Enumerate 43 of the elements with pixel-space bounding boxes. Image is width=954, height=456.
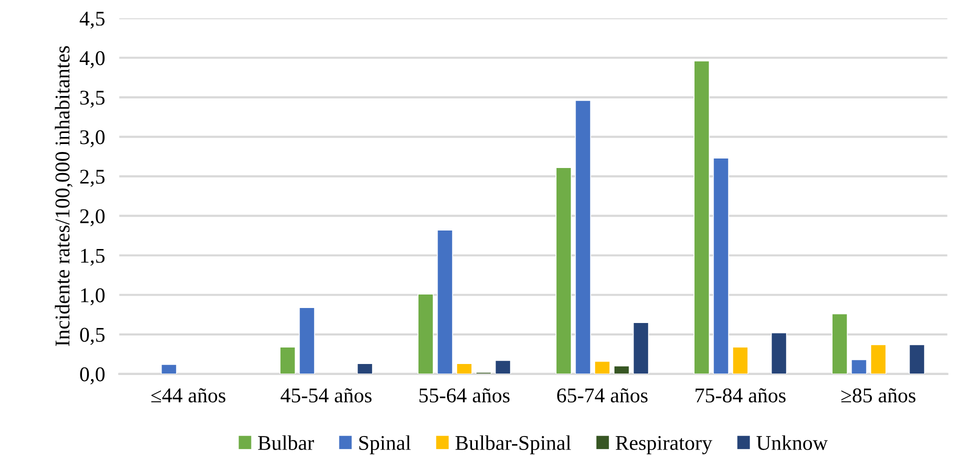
bar (712, 158, 729, 374)
y-tick-label: 1,5 (81, 248, 105, 266)
bar (436, 230, 453, 374)
bar (280, 346, 296, 374)
bar (418, 294, 434, 374)
legend-label: Unknow (756, 435, 828, 450)
y-tick-label: 3,0 (80, 130, 105, 148)
bar (908, 344, 925, 374)
bar (850, 359, 868, 374)
bar (732, 346, 748, 374)
x-tick-label: 45-54 años (280, 388, 372, 402)
y-tick-label: 0,0 (80, 367, 105, 384)
bar (832, 313, 848, 374)
y-tick-label: 2,5 (80, 170, 105, 187)
bar (298, 307, 315, 374)
x-tick-label: ≥85 años (841, 388, 916, 402)
x-tick-label: ≤44 años (151, 388, 226, 402)
y-tick-label: 3,5 (80, 90, 105, 108)
bar (356, 363, 373, 374)
bar (160, 364, 177, 374)
legend-label: Bulbar (258, 435, 314, 450)
legend-label: Spinal (359, 435, 411, 454)
bar (614, 366, 630, 374)
y-tick-label: 2,0 (80, 209, 105, 226)
bar (770, 332, 787, 374)
bar (594, 360, 610, 374)
y-tick-label: 0,5 (80, 328, 105, 345)
bar (556, 167, 572, 374)
bar (694, 60, 710, 374)
legend-label: Respiratory (616, 436, 712, 454)
y-tick-label: 4,5 (80, 12, 105, 29)
legend-label: Bulbar-Spinal (456, 435, 571, 454)
bar (870, 344, 886, 374)
bar (494, 360, 511, 374)
bar (456, 363, 472, 374)
y-tick-label: 1,0 (81, 288, 105, 306)
x-tick-label: 65-74 años (557, 388, 648, 402)
y-axis-title: Incidente rates/100,000 inhabitantes (54, 46, 73, 346)
y-tick-label: 4,0 (80, 51, 105, 68)
bar (632, 322, 649, 374)
x-tick-label: 75-84 años (696, 388, 786, 402)
bar (574, 100, 591, 374)
x-tick-label: 55-64 años (419, 388, 510, 402)
